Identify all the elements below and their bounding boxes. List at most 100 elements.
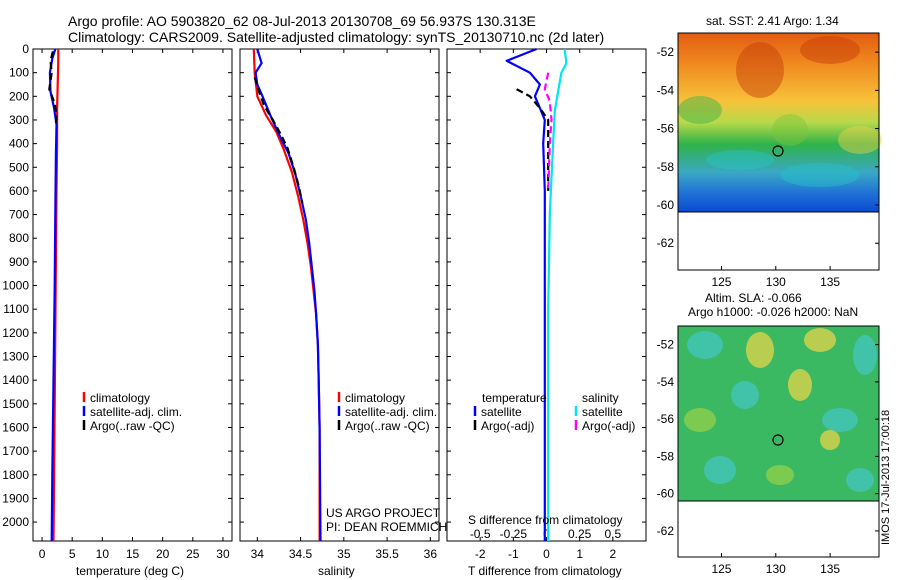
- x-tick-label: 30: [216, 547, 230, 561]
- x-tick-label: 5: [69, 547, 76, 561]
- depth-tick-label: 1500: [2, 397, 29, 411]
- depth-tick-label: 1000: [2, 279, 29, 293]
- temperature-panel: 0100200300400500600700800900100011001200…: [2, 42, 233, 578]
- series-line: [48, 51, 58, 125]
- map-x-tick-label: 125: [711, 275, 731, 289]
- x-tick-label: 1: [576, 547, 583, 561]
- depth-tick-label: 600: [9, 184, 29, 198]
- x-tick-label: 10: [96, 547, 110, 561]
- figure-subtitle: Climatology: CARS2009. Satellite-adjuste…: [68, 29, 604, 45]
- pi-annotation: PI: DEAN ROEMMICH: [326, 520, 447, 534]
- x-tick-label: 15: [126, 547, 140, 561]
- series-line: [253, 77, 304, 204]
- sla-map-subtitle: Argo h1000: -0.026 h2000: NaN: [688, 305, 858, 319]
- map-y-tick-label: -60: [657, 198, 675, 212]
- sla-map-title: Altim. SLA: -0.066: [705, 291, 802, 305]
- sla-texture: [684, 328, 877, 492]
- x-tick-label: 36: [424, 547, 438, 561]
- depth-tick-labels: 0 100 200 300 400 500 600 700 800 900 1000 1100 1200…: [2, 42, 29, 529]
- s-tick-label: -0.25: [500, 527, 528, 541]
- difference-plot: -2 -1 0 1 2 -0.5 -0.25 0 0.25 0.5: [447, 47, 646, 561]
- series-line: [543, 72, 553, 191]
- depth-tick-label: 900: [9, 255, 29, 269]
- salinity-panel: 34 34.5 35 35.5 36 salinity climatology sate…: [239, 48, 447, 578]
- series-line: [252, 48, 321, 541]
- argo-location-marker: [772, 145, 784, 157]
- series-line: [48, 48, 58, 542]
- depth-tick-label: 1300: [2, 350, 29, 364]
- salinity-axes-frame: [239, 48, 440, 542]
- figure-title: Argo profile: AO 5903820_62 08-Jul-2013 …: [68, 13, 536, 29]
- map-y-tick-label: -58: [657, 449, 675, 463]
- depth-tick-label: 700: [9, 208, 29, 222]
- depth-tick-label: 100: [9, 66, 29, 80]
- difference-axes-frame: [446, 48, 647, 542]
- sla-map: Altim. SLA: -0.066 Argo h1000: -0.026 h2…: [657, 291, 880, 576]
- x-tick-label: 34: [251, 547, 265, 561]
- map-y-tick-label: -58: [657, 160, 675, 174]
- x-tick-label: 2: [609, 547, 616, 561]
- map-y-tick-label: -52: [657, 45, 675, 59]
- depth-tick-label: 1800: [2, 468, 29, 482]
- map-y-tick-label: -56: [657, 412, 675, 426]
- map-x-tick-label: 135: [820, 275, 840, 289]
- s-tick-label: 0: [543, 527, 550, 541]
- temperature-plot: 0 5 10 15 20 25 30: [33, 48, 232, 561]
- series-line: [516, 88, 550, 191]
- map-y-tick-label: -52: [657, 338, 675, 352]
- depth-tick-label: 2000: [2, 515, 29, 529]
- sst-texture: [678, 36, 882, 187]
- depth-tick-label: 1600: [2, 420, 29, 434]
- map-x-tick-label: 130: [766, 275, 786, 289]
- temperature-xlabel: temperature (deg C): [76, 564, 184, 578]
- map-y-tick-label: -54: [657, 83, 675, 97]
- s-tick-label: -0.5: [470, 527, 491, 541]
- depth-tick-label: 1700: [2, 444, 29, 458]
- x-tick-label: 35.5: [375, 547, 399, 561]
- depth-tick-label: 1900: [2, 491, 29, 505]
- x-tick-label: -2: [475, 547, 486, 561]
- s-difference-xlabel: S difference from climatology: [468, 513, 623, 527]
- depth-tick-label: 300: [9, 113, 29, 127]
- salinity-plot: 34 34.5 35 35.5 36: [240, 48, 439, 561]
- s-tick-label: 0.25: [568, 527, 592, 541]
- x-tick-label: -1: [508, 547, 519, 561]
- legend-climatology-label: climatology: [345, 391, 405, 405]
- legend-t-satellite-label: satellite: [481, 405, 522, 419]
- map-y-tick-label: -62: [657, 236, 675, 250]
- map-y-tick-label: -56: [657, 122, 675, 136]
- legend-salinity-title: salinity: [582, 391, 619, 405]
- legend-s-satellite-label: satellite: [582, 405, 623, 419]
- t-difference-xlabel: T difference from climatology: [468, 564, 622, 578]
- map-y-tick-label: -54: [657, 375, 675, 389]
- sst-field: [678, 33, 879, 212]
- legend-satellite-label: satellite-adj. clim.: [90, 405, 182, 419]
- legend-temperature-title: temperature: [482, 391, 547, 405]
- depth-tick-label: 800: [9, 231, 29, 245]
- legend-s-argo-label: Argo(-adj): [582, 419, 635, 433]
- depth-tick-label: 1400: [2, 373, 29, 387]
- difference-legend: temperature salinity satellite Argo(-adj…: [473, 391, 635, 433]
- sst-map-title: sat. SST: 2.41 Argo: 1.34: [706, 14, 839, 28]
- legend-satellite-label: satellite-adj. clim.: [345, 405, 437, 419]
- temperature-axes-frame: [32, 48, 233, 542]
- legend-climatology-label: climatology: [90, 391, 150, 405]
- depth-tick-label: 200: [9, 89, 29, 103]
- series-line: [254, 48, 322, 542]
- depth-tick-label: 0: [22, 42, 29, 56]
- map-x-tick-label: 135: [820, 562, 840, 576]
- x-tick-label: 0: [39, 547, 46, 561]
- project-annotation: US ARGO PROJECT: [326, 506, 441, 520]
- legend-argo-label: Argo(..raw -QC): [345, 419, 430, 433]
- map-x-tick-label: 130: [766, 562, 786, 576]
- legend-argo-label: Argo(..raw -QC): [90, 419, 175, 433]
- sst-map: sat. SST: 2.41 Argo: 1.34 125 130 135 -52 -5…: [657, 14, 882, 289]
- x-tick-label: 20: [156, 547, 170, 561]
- depth-tick-label: 500: [9, 160, 29, 174]
- x-tick-label: 35: [337, 547, 351, 561]
- sla-map-empty-region: [677, 500, 880, 558]
- series-line: [505, 47, 546, 541]
- map-y-tick-label: -60: [657, 487, 675, 501]
- salinity-legend: climatology satellite-adj. clim. Argo(..…: [337, 391, 437, 433]
- x-tick-label: 25: [186, 547, 200, 561]
